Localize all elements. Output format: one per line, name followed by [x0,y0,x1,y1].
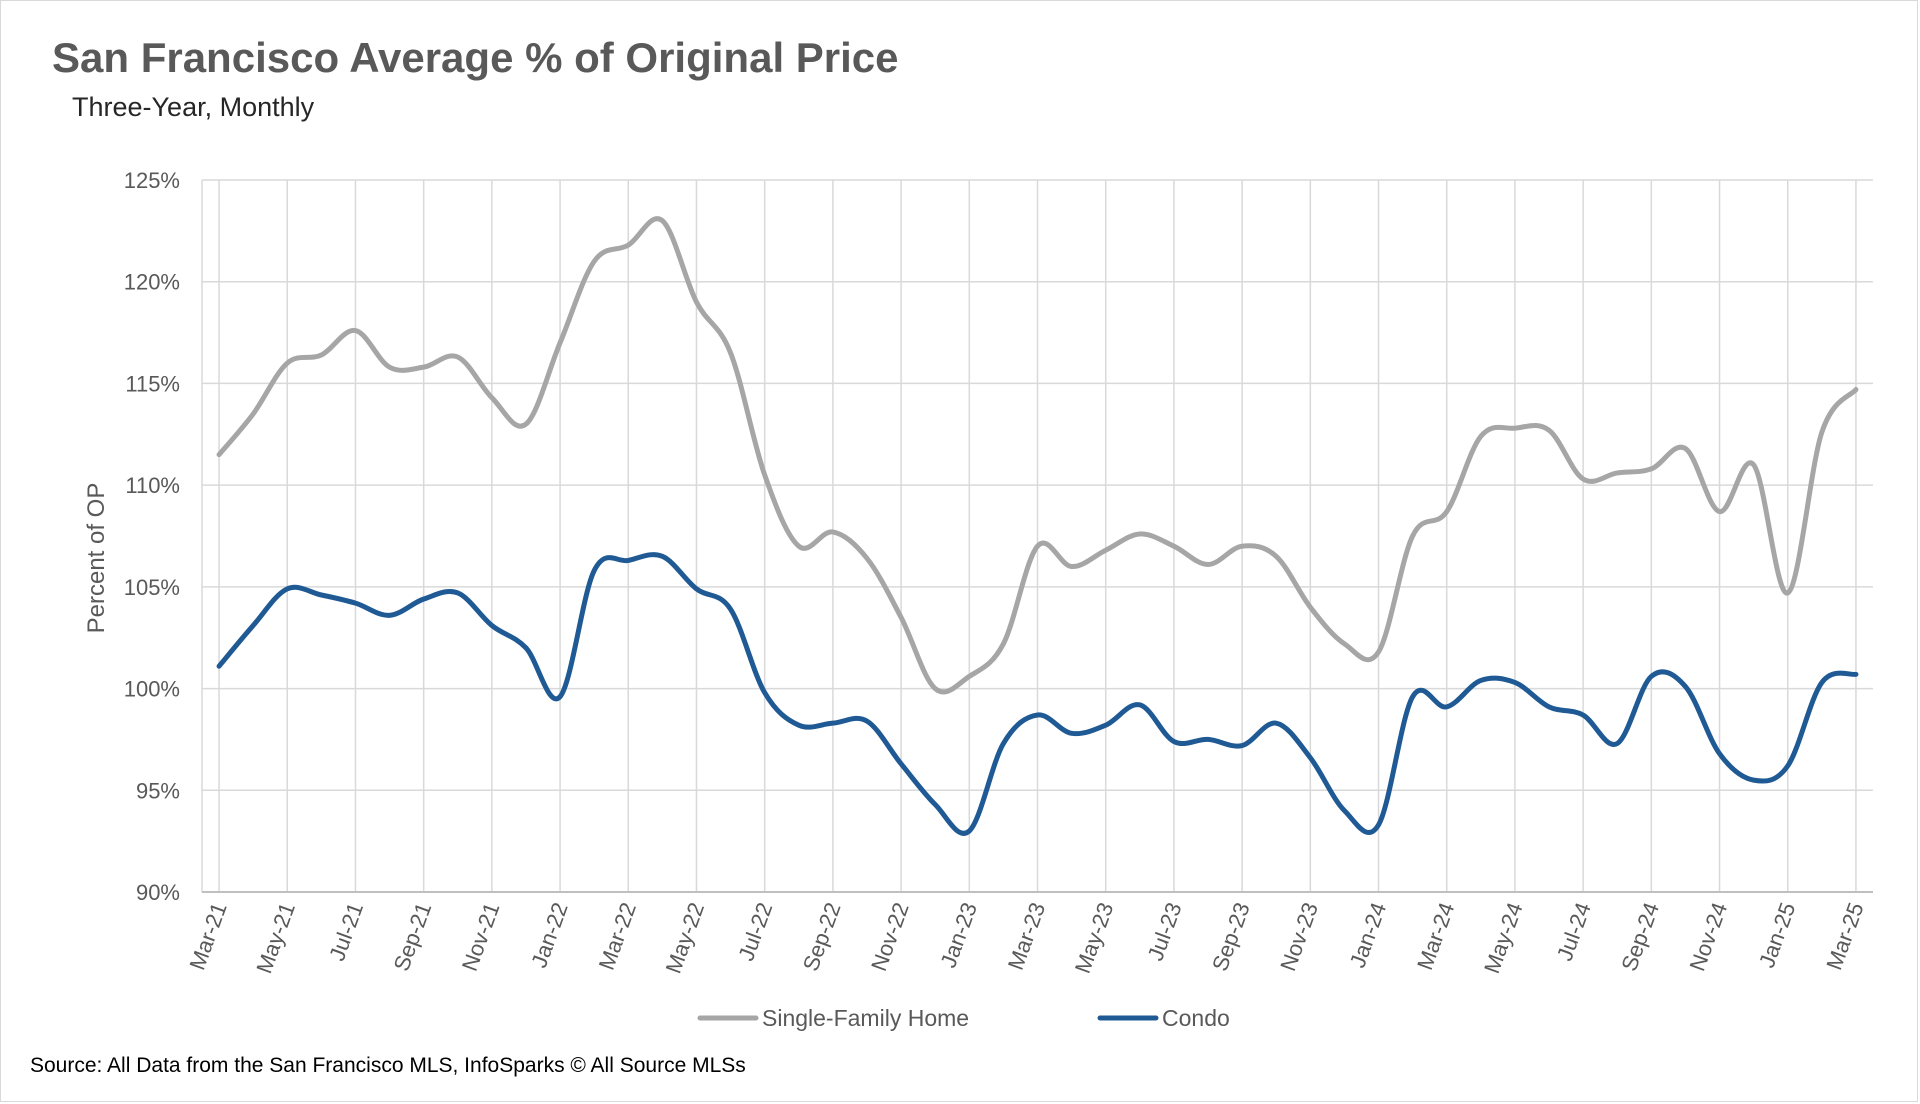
x-tick-label: Sep-21 [389,899,437,974]
x-tick-label: Nov-21 [457,899,505,974]
x-tick-label: Jul-22 [733,899,777,964]
x-tick-label: Sep-22 [798,899,846,974]
x-tick-label: Nov-23 [1275,899,1323,974]
x-tick-label: May-21 [251,899,300,976]
x-tick-label: Jul-23 [1143,899,1187,964]
x-axis-ticks: Mar-21 May-21 Jul-21 Sep-21 Nov-21 Jan-22 Mar-… [184,899,1868,976]
y-tick-label: 100% [124,677,180,702]
x-tick-label: Nov-22 [866,899,914,974]
x-tick-label: May-22 [661,899,710,976]
series-lines [216,216,1859,836]
chart-title: San Francisco Average % of Original Pric… [52,34,899,81]
x-tick-label: Jan-22 [526,899,573,971]
source-note: Source: All Data from the San Francisco … [30,1054,746,1077]
condo-line [216,552,1859,836]
legend: Single-Family Home Condo [697,1005,1230,1031]
gridlines [201,179,1873,893]
x-tick-label: May-24 [1479,899,1528,976]
y-tick-label: 90% [136,880,180,905]
x-tick-label: Jan-24 [1345,899,1392,971]
y-tick-label: 95% [136,778,180,803]
single-family-line [216,216,1859,695]
y-tick-label: 115% [125,371,180,396]
y-tick-label: 110% [125,473,180,498]
y-axis-ticks: 90% 95% 100% 105% 110% 115% 120% 125% [124,168,180,905]
chart-subtitle: Three-Year, Monthly [72,92,315,122]
x-tick-label: Jan-23 [935,899,982,971]
x-tick-label: Jan-25 [1754,899,1801,971]
x-tick-label: Mar-21 [184,899,231,973]
x-tick-label: Sep-23 [1207,899,1255,974]
y-tick-label: 105% [124,575,180,600]
y-tick-label: 125% [124,168,180,193]
y-axis-label: Percent of OP [83,483,110,634]
x-tick-label: May-23 [1070,899,1119,976]
x-tick-label: Mar-23 [1003,899,1050,973]
legend-label: Condo [1162,1005,1230,1031]
x-tick-label: Mar-24 [1412,899,1459,973]
x-tick-label: Sep-24 [1616,899,1664,974]
x-tick-label: Jul-24 [1552,899,1596,964]
x-tick-label: Mar-25 [1821,899,1868,973]
y-tick-label: 120% [124,270,180,295]
x-tick-label: Jul-21 [324,899,368,964]
x-tick-label: Nov-24 [1684,899,1732,974]
x-tick-label: Mar-22 [594,899,641,973]
legend-label: Single-Family Home [762,1005,969,1031]
